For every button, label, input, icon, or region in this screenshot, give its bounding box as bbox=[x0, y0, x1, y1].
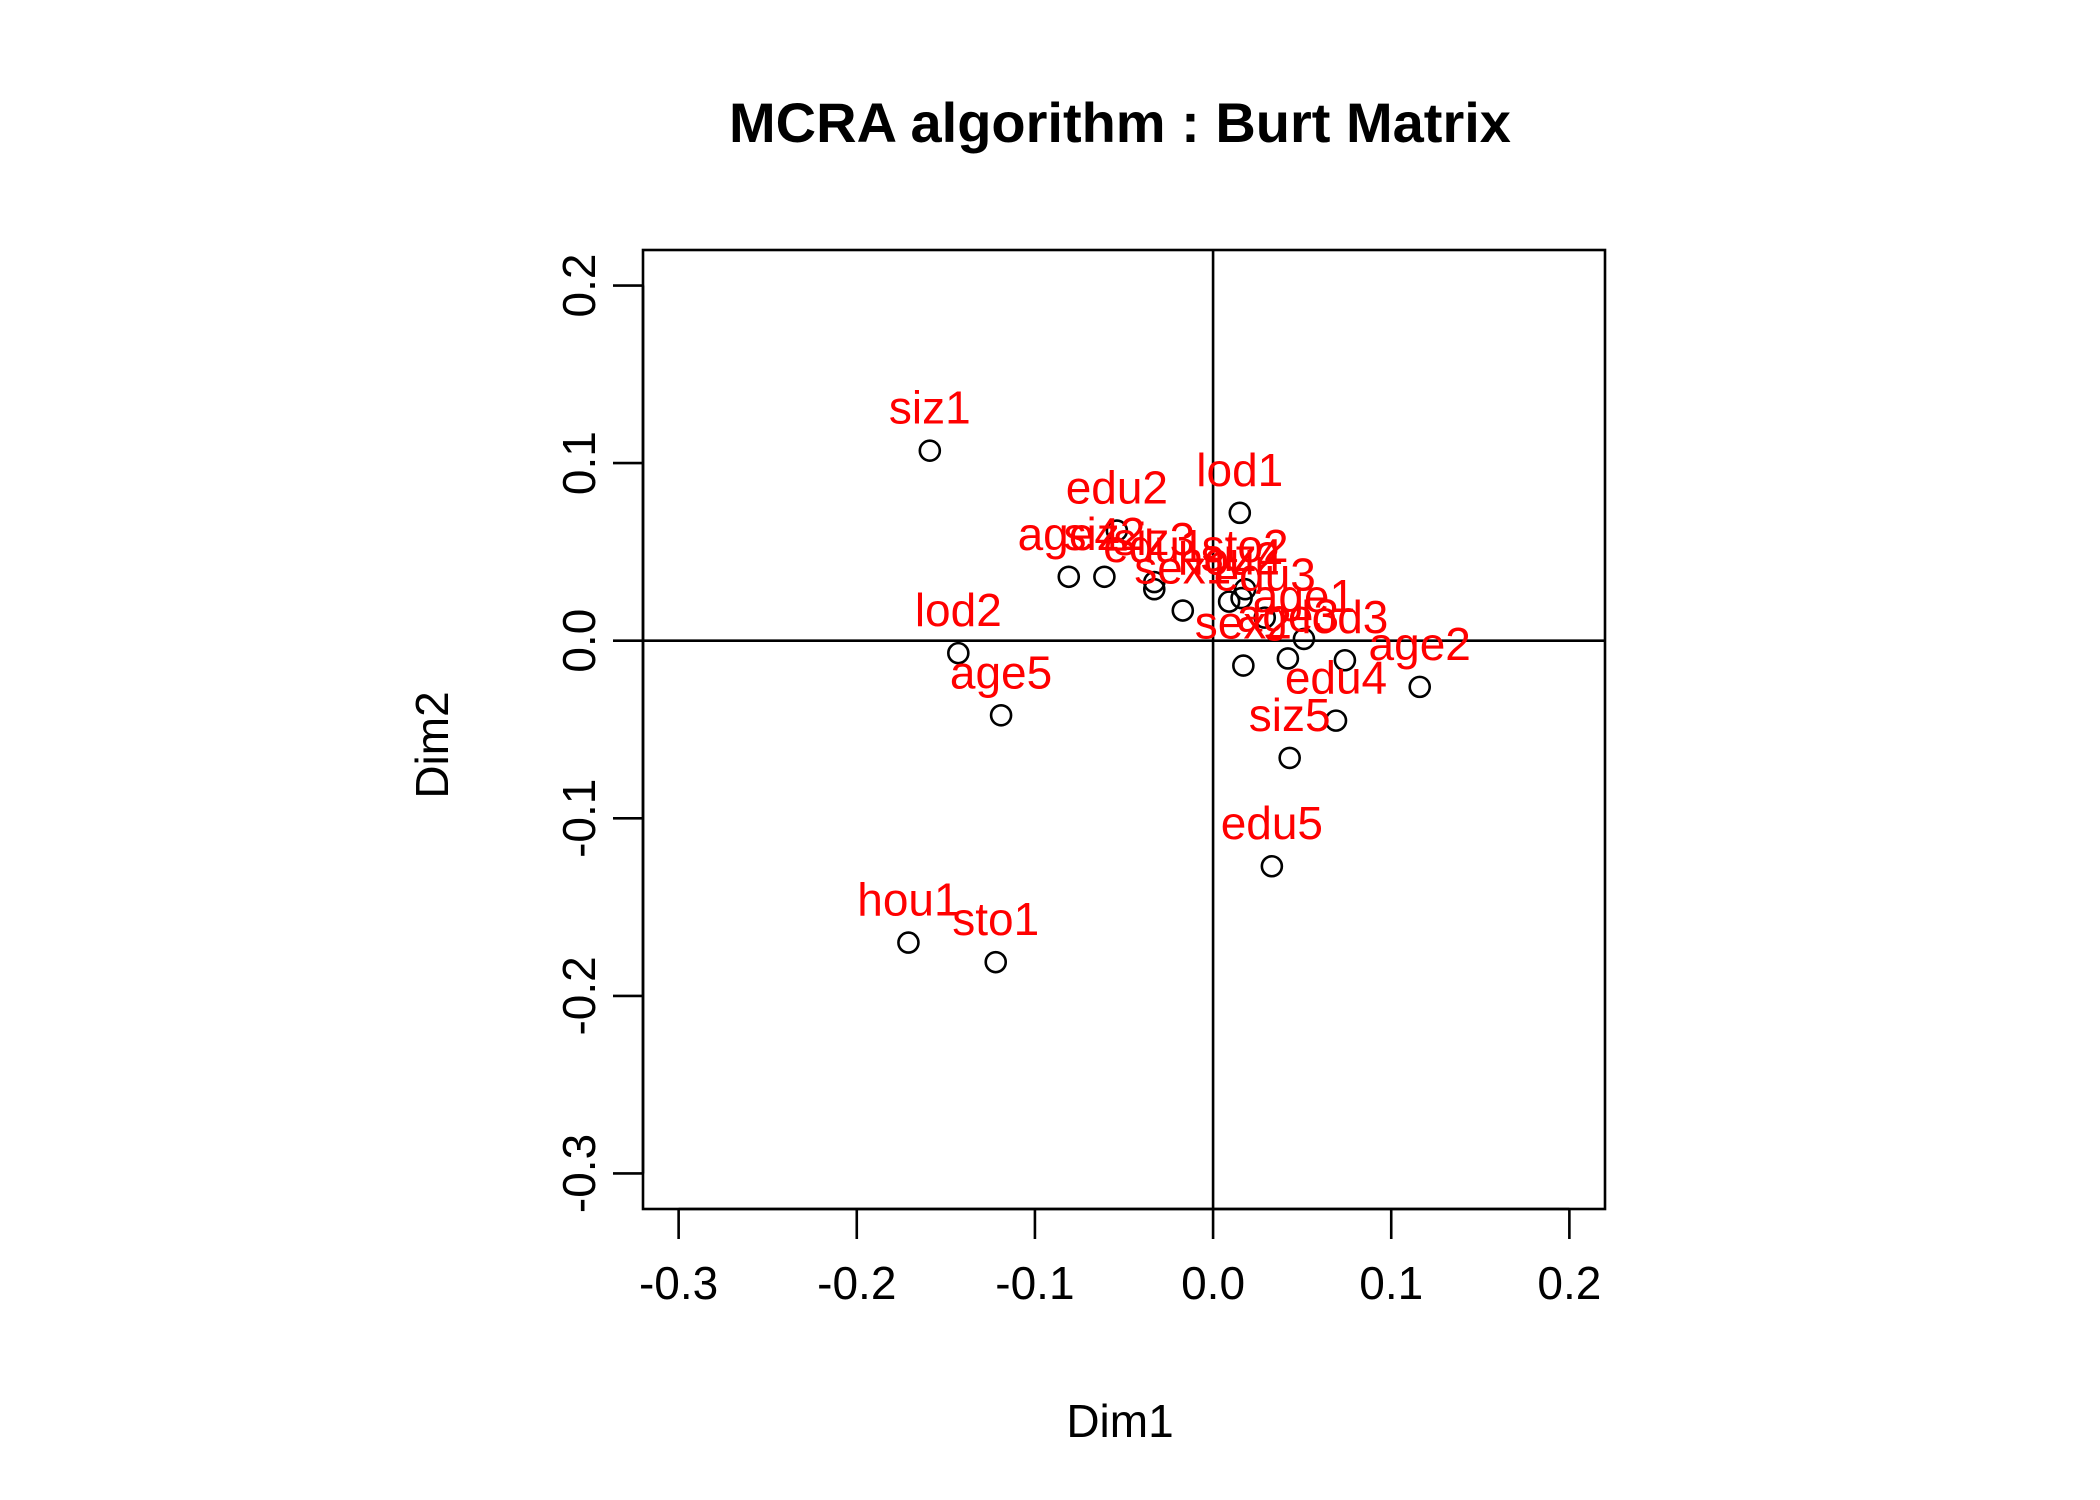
y-tick-label: 0.1 bbox=[553, 431, 605, 495]
point-label-age2: age2 bbox=[1369, 618, 1471, 670]
data-point-sto1 bbox=[984, 950, 1008, 974]
point-label-lod2: lod2 bbox=[915, 584, 1002, 636]
point-label-edu4: edu4 bbox=[1285, 652, 1387, 704]
data-point-siz5 bbox=[1278, 746, 1301, 770]
point-label-siz4: siz4 bbox=[1201, 529, 1283, 581]
data-point-hou2 bbox=[1217, 590, 1241, 613]
data-point-siz3 bbox=[1142, 570, 1166, 594]
data-point-age4 bbox=[1057, 565, 1081, 589]
point-label-lod3: lod3 bbox=[1301, 591, 1388, 643]
x-axis-label: Dim1 bbox=[1066, 1395, 1173, 1447]
chart-title: MCRA algorithm : Burt Matrix bbox=[729, 91, 1511, 154]
point-label-age3: age3 bbox=[1237, 589, 1339, 641]
data-point-edu3 bbox=[1253, 606, 1277, 629]
point-label-siz3: siz3 bbox=[1113, 513, 1195, 565]
point-label-siz2: siz2 bbox=[1063, 508, 1145, 560]
point-label-edu2: edu2 bbox=[1066, 462, 1168, 514]
x-tick-label: -0.1 bbox=[995, 1257, 1074, 1309]
data-point-edu2 bbox=[1105, 519, 1129, 542]
data-point-age3 bbox=[1276, 647, 1300, 670]
plot-frame bbox=[641, 248, 1607, 1211]
data-point-hou1 bbox=[897, 931, 920, 954]
data-point-edu5 bbox=[1260, 854, 1284, 878]
point-label-hou1: hou1 bbox=[857, 874, 959, 926]
data-point-siz4 bbox=[1230, 586, 1253, 610]
data-point-siz2 bbox=[1093, 565, 1116, 589]
x-tick-label: 0.1 bbox=[1359, 1257, 1423, 1309]
point-label-hou2: hou2 bbox=[1178, 533, 1280, 585]
data-point-sex1 bbox=[1171, 599, 1195, 622]
point-label-siz5: siz5 bbox=[1249, 689, 1331, 741]
point-label-edu1: edu1 bbox=[1103, 520, 1205, 572]
point-label-siz1: siz1 bbox=[889, 382, 971, 434]
x-tick-label: -0.2 bbox=[817, 1257, 896, 1309]
point-label-age1: age1 bbox=[1253, 570, 1355, 622]
x-tick-label: -0.3 bbox=[639, 1257, 718, 1309]
data-point-siz1 bbox=[918, 439, 942, 462]
point-label-sex1: sex1 bbox=[1134, 542, 1231, 594]
data-point-age5 bbox=[989, 703, 1013, 727]
data-point-lod1 bbox=[1228, 501, 1252, 525]
y-tick-label: -0.2 bbox=[553, 956, 605, 1035]
data-point-sex2 bbox=[1232, 654, 1255, 677]
x-tick-label: 0.0 bbox=[1181, 1257, 1245, 1309]
y-tick-label: 0.2 bbox=[553, 254, 605, 318]
y-axis-label: Dim2 bbox=[406, 691, 458, 798]
point-label-edu3: edu3 bbox=[1214, 549, 1316, 601]
data-point-age2 bbox=[1408, 675, 1432, 699]
y-tick-label: -0.1 bbox=[553, 779, 605, 858]
y-tick-label: 0.0 bbox=[553, 609, 605, 673]
x-tick-label: 0.2 bbox=[1537, 1257, 1601, 1309]
point-label-sto1: sto1 bbox=[952, 893, 1039, 945]
point-label-edu5: edu5 bbox=[1221, 797, 1323, 849]
plot-area: -0.3 -0.2 -0.1 0.0 0.1 0.2 -0.3 -0.2 -0.1 0.0 0.1 0… bbox=[553, 248, 1607, 1309]
y-tick-label: -0.3 bbox=[553, 1134, 605, 1213]
point-label-sto2: sto2 bbox=[1202, 520, 1289, 572]
point-label-age4: age4 bbox=[1018, 508, 1120, 560]
data-point-lod2 bbox=[947, 641, 970, 665]
point-label-lod1: lod1 bbox=[1196, 444, 1283, 496]
data-point-age1 bbox=[1292, 627, 1316, 651]
point-label-sex2: sex2 bbox=[1195, 597, 1292, 649]
data-point-edu4 bbox=[1324, 709, 1348, 732]
data-point-edu1 bbox=[1142, 577, 1166, 601]
data-point-lod3 bbox=[1333, 648, 1357, 672]
point-label-age5: age5 bbox=[950, 646, 1052, 698]
